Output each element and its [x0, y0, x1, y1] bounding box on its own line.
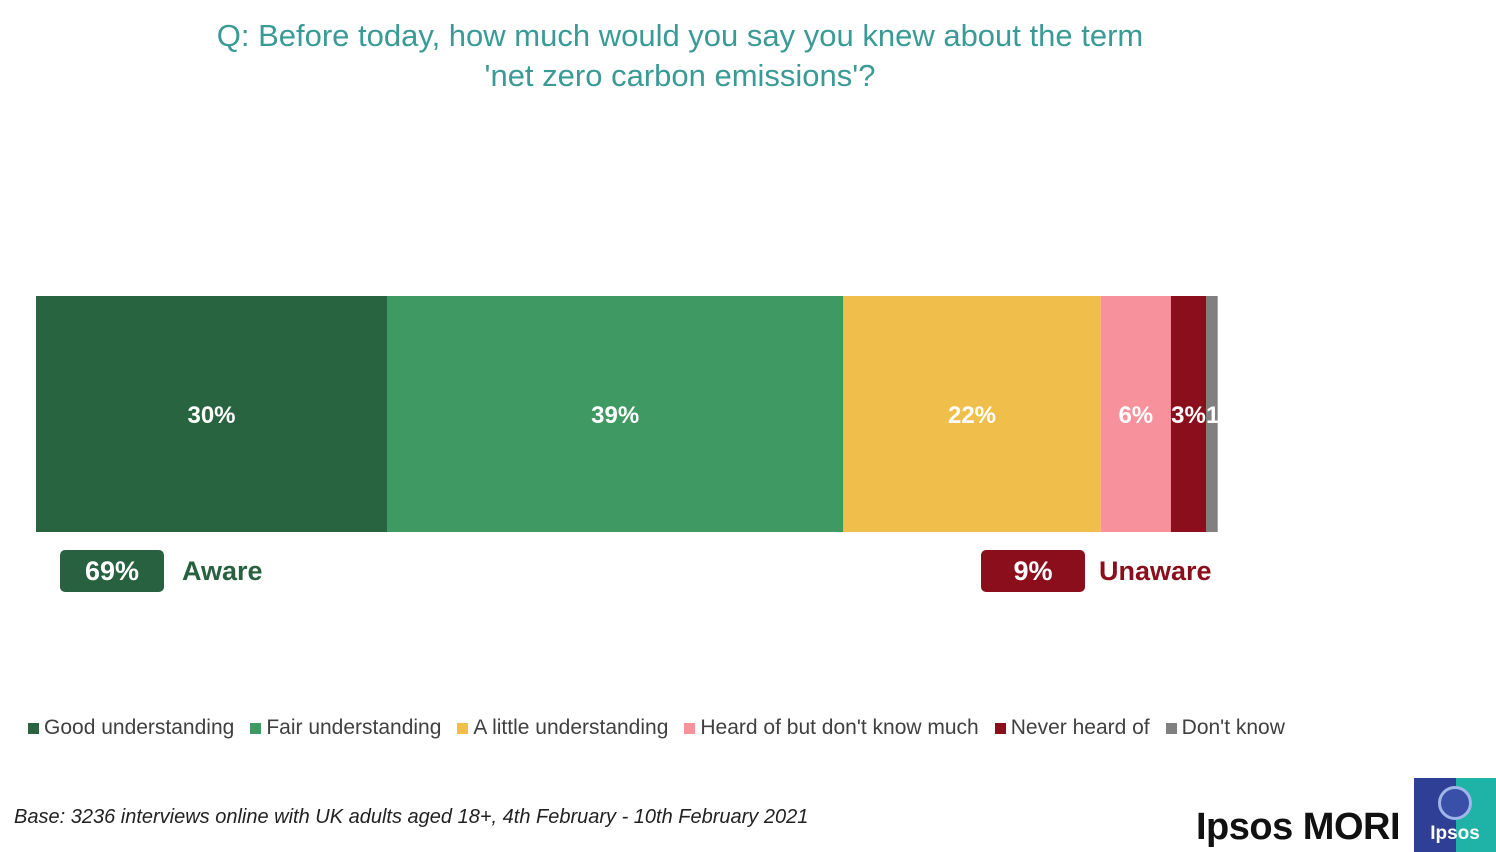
data-label-6: 1 — [1206, 402, 1219, 429]
data-label-4: 6% — [1118, 402, 1153, 429]
legend-swatch-4 — [684, 722, 696, 734]
unaware-label: Unaware — [1099, 556, 1212, 586]
chart-title-line-2: 'net zero carbon emissions'? — [484, 58, 876, 93]
legend-swatch-6 — [1165, 722, 1177, 734]
legend-swatch-3 — [457, 722, 469, 734]
aware-total-badge: 69% — [60, 550, 164, 592]
legend-label-2: Fair understanding — [266, 716, 442, 739]
data-label-1: 30% — [187, 402, 235, 429]
data-label-5: 3% — [1171, 402, 1206, 429]
ipsos-logo: Ipsos — [1414, 778, 1496, 852]
bar-segment-2 — [387, 296, 844, 532]
legend-label-6: Don't know — [1181, 716, 1285, 739]
chart-title: Q: Before today, how much would you say … — [160, 16, 1200, 96]
legend-label-5: Never heard of — [1010, 716, 1150, 739]
brand-name: Ipsos MORI — [1196, 806, 1401, 848]
data-label-3: 22% — [948, 402, 996, 429]
legend-swatch-5 — [994, 722, 1006, 734]
legend-item-5: Never heard of — [994, 716, 1150, 740]
legend-item-2: Fair understanding — [250, 716, 441, 740]
legend-item-1: Good understanding — [28, 716, 234, 740]
legend-swatch-2 — [250, 722, 262, 734]
bar-segment-4 — [1100, 296, 1171, 532]
legend-label-1: Good understanding — [44, 716, 235, 739]
stacked-bar-chart: 30% 39% 22% 6% 3% 1 — [36, 296, 1219, 532]
legend-item-3: A little understanding — [457, 716, 668, 740]
bar-segment-6 — [1206, 296, 1218, 532]
legend-item-6: Don't know — [1165, 716, 1285, 740]
aware-total-value: 69% — [84, 555, 140, 586]
bar-segment-3 — [843, 296, 1101, 532]
unaware-total-badge: 9% — [981, 550, 1085, 592]
bar-segment-1 — [36, 296, 387, 532]
unaware-total-value: 9% — [1013, 555, 1053, 586]
legend-item-4: Heard of but don't know much — [684, 716, 979, 740]
legend-label-4: Heard of but don't know much — [700, 716, 979, 739]
bar-segment-5 — [1170, 296, 1206, 532]
logo-head-icon — [1438, 786, 1472, 820]
chart-legend: Good understanding Fair understanding A li… — [28, 713, 1301, 743]
data-label-2: 39% — [591, 402, 639, 429]
logo-text: Ipsos — [1430, 823, 1480, 844]
base-footnote: Base: 3236 interviews online with UK adu… — [14, 806, 809, 828]
legend-swatch-1 — [28, 722, 39, 734]
aware-label: Aware — [182, 556, 263, 586]
chart-title-line-1: Q: Before today, how much would you say … — [216, 18, 1144, 53]
legend-label-3: A little understanding — [473, 716, 669, 739]
